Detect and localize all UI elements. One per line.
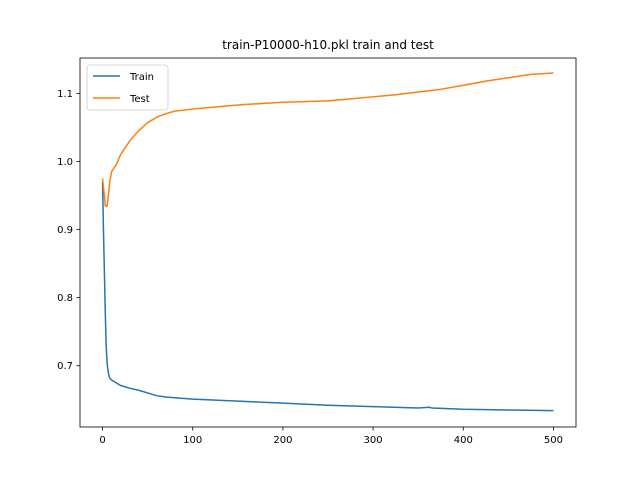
x-tick-label: 200 [273,435,292,446]
axes-frame [79,57,577,428]
y-tick-label: 0.7 [57,361,73,372]
x-tick-label: 500 [544,435,563,446]
y-tick-label: 1.0 [57,157,73,168]
legend-box [86,64,169,111]
legend-label-test: Test [129,94,150,105]
axes: 0 100 200 300 400 500 0.7 0.8 0.9 1.0 1.1 [57,57,577,446]
plot-area [101,72,554,412]
y-tick-label: 1.1 [57,89,73,100]
x-tick-label: 0 [99,435,105,446]
legend: Train Test [86,64,169,111]
y-tick-label: 0.8 [57,293,73,304]
x-tick-label: 100 [183,435,202,446]
series-line-test [101,72,554,208]
x-tick-label: 400 [454,435,473,446]
x-tick-label: 300 [364,435,383,446]
y-tick-label: 0.9 [57,225,73,236]
series-line-train [101,181,554,412]
legend-label-train: Train [129,72,154,83]
chart-title: train-P10000-h10.pkl train and test [222,38,434,52]
